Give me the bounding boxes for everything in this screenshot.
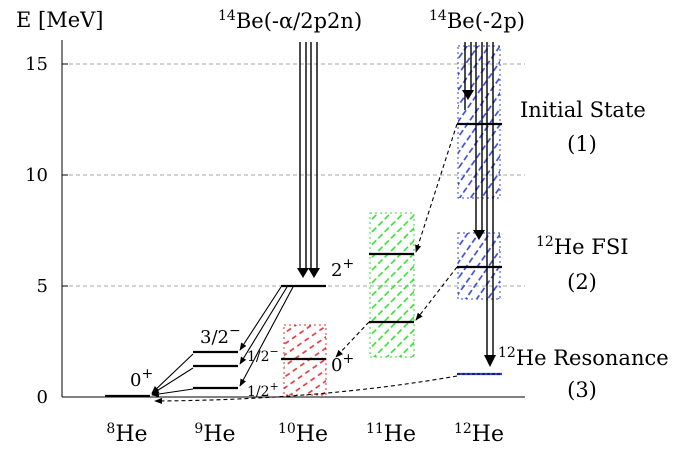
- y-tick-label-10: 10: [25, 165, 48, 186]
- y-tick-label-0: 0: [37, 387, 48, 408]
- twop-arrowhead-c: [484, 355, 496, 367]
- nucleus-label-10he: 10He: [278, 421, 328, 447]
- y-axis-label: E [MeV]: [16, 8, 104, 32]
- decay-12p-to-gs: [151, 388, 194, 398]
- connect-he12-resonance-to-he8: [154, 375, 458, 405]
- alpha-arrowhead-1: [297, 268, 309, 278]
- reaction-arrows: [299, 42, 494, 355]
- annotation-initial-number: (1): [567, 132, 597, 156]
- y-tick-label-5: 5: [37, 276, 48, 297]
- annotation-resonance-number: (3): [567, 378, 597, 402]
- decay-2plus-to-32: [239, 286, 282, 351]
- twop-arrowhead-b: [473, 230, 485, 240]
- he9-spin-12p-label: 1/2+: [247, 380, 279, 400]
- he8-spin-label: 0+: [130, 366, 153, 391]
- connect-he11-lower-to-he10-gs: [335, 321, 370, 358]
- annotation-fsi: 12He FSI: [536, 234, 629, 259]
- connect-he12-initial-to-he11-upper: [415, 123, 458, 253]
- he11-width-band: [369, 212, 415, 358]
- connect-he12-fsi-to-he11-lower: [415, 266, 458, 321]
- reaction-label-2p: 14Be(-2p): [429, 8, 525, 33]
- decay-2plus-to-12m: [239, 286, 288, 365]
- decay-12m-to-gs: [151, 367, 194, 395]
- energy-levels: [105, 122, 502, 398]
- he9-spin-12m-label: 1/2−: [247, 345, 279, 365]
- nucleus-label-11he: 11He: [366, 421, 416, 447]
- reaction-label-alpha: 14Be(-α/2p2n): [218, 8, 362, 33]
- decay-2plus-to-12p: [239, 286, 294, 387]
- nucleus-label-9he: 9He: [194, 421, 235, 447]
- decay-32-to-gs: [151, 353, 194, 394]
- reaction-arrowheads: [297, 90, 496, 367]
- alpha-arrowhead-2: [308, 268, 320, 278]
- gridlines: [62, 63, 525, 287]
- he10-spin-0plus-label: 0+: [331, 351, 354, 376]
- annotation-initial-state: Initial State: [520, 98, 646, 122]
- he9-spin-32-label: 3/2−: [200, 323, 241, 348]
- annotation-resonance: 12He Resonance: [498, 345, 669, 370]
- he10-spin-2plus-label: 2+: [331, 256, 354, 281]
- annotation-fsi-number: (2): [567, 270, 597, 294]
- y-tick-label-15: 15: [25, 54, 48, 75]
- dashed-connections: [154, 123, 458, 405]
- decay-arrows: [151, 286, 294, 398]
- nucleus-label-12he: 12He: [454, 421, 504, 447]
- nucleus-label-8he: 8He: [106, 421, 147, 447]
